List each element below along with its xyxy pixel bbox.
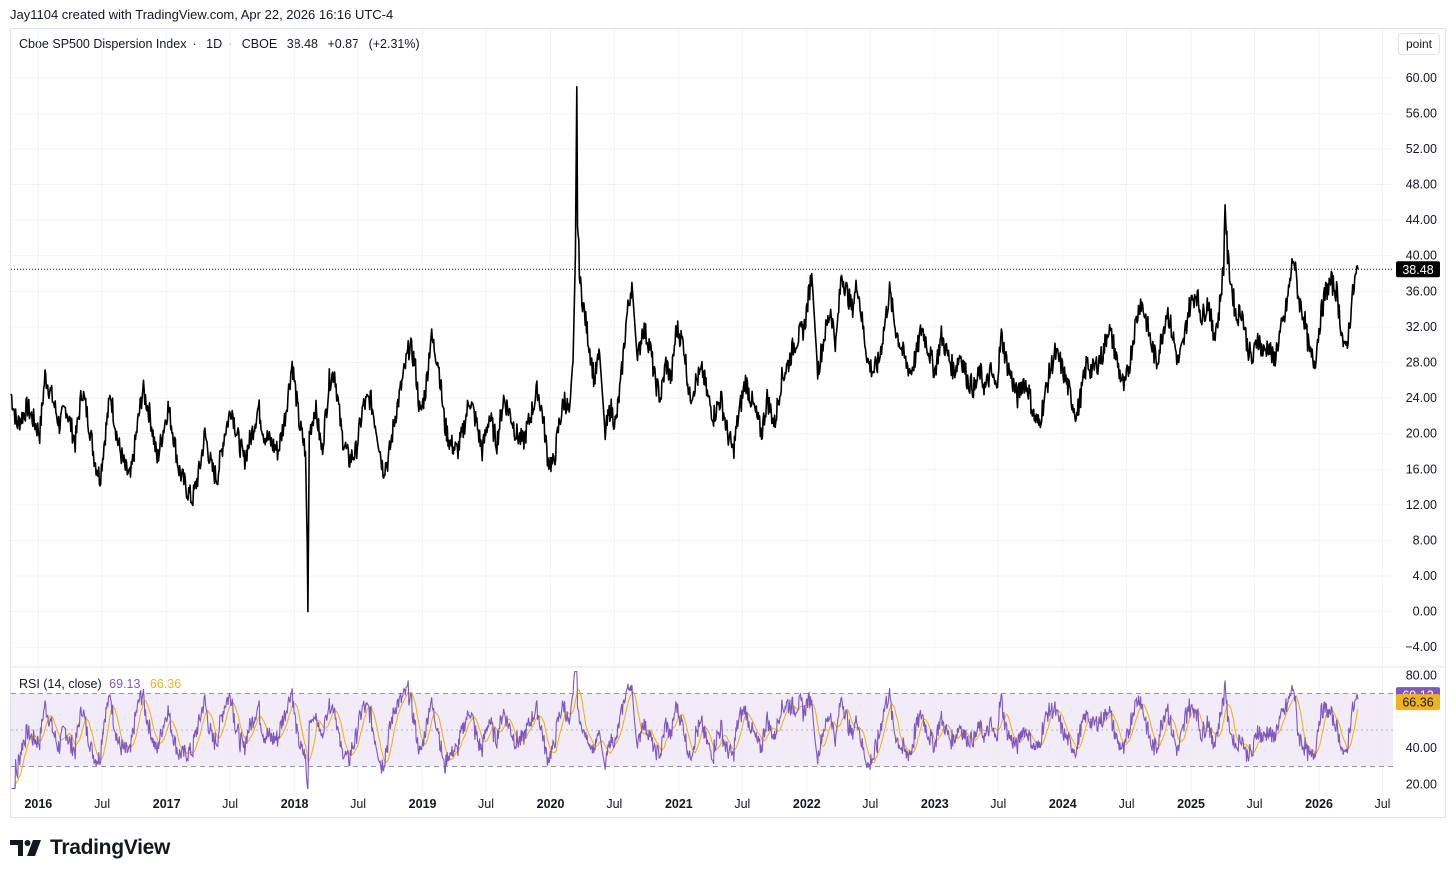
tradingview-logo[interactable]: TradingView (10, 836, 170, 860)
chart-frame (10, 28, 1446, 818)
symbol-legend[interactable]: Cboe SP500 Dispersion Index · 1D · CBOE 38… (19, 37, 420, 51)
tradingview-logo-icon (10, 840, 41, 856)
rsi-ma-value: 66.36 (149, 677, 182, 691)
symbol-change: +0.87 (327, 37, 360, 51)
rsi-label[interactable]: RSI (14, close) (19, 677, 102, 691)
symbol-change-pct: (+2.31%) (368, 37, 420, 51)
price-unit-button[interactable]: point (1398, 33, 1440, 55)
symbol-interval[interactable]: 1D (206, 37, 223, 51)
tradingview-logo-text: TradingView (50, 836, 171, 859)
symbol-exchange: CBOE (241, 37, 278, 51)
symbol-last: 38.48 (286, 37, 318, 51)
rsi-legend[interactable]: RSI (14, close) 69.13 66.36 (19, 677, 181, 691)
rsi-value: 69.13 (109, 677, 141, 691)
chart-caption: Jay1104 created with TradingView.com, Ap… (10, 7, 394, 22)
symbol-name[interactable]: Cboe SP500 Dispersion Index (19, 37, 187, 51)
